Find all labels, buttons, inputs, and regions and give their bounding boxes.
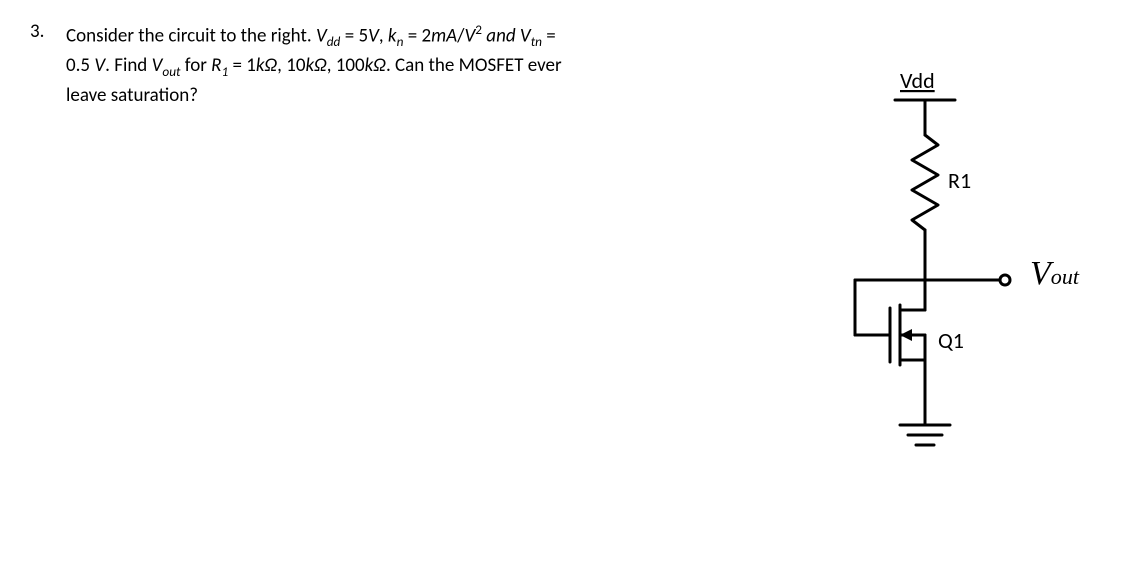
c1: , 10: [277, 54, 305, 77]
vdd-label: Vdd: [900, 67, 935, 94]
line3: leave saturation?: [66, 84, 198, 107]
vtn-v: V: [520, 24, 531, 47]
c2: , 100: [327, 54, 365, 77]
and: and: [482, 24, 520, 47]
vout-v: V: [152, 54, 163, 77]
eq2: = 2: [403, 24, 431, 47]
mosfet-arrow: [900, 329, 912, 341]
kn-k: k: [388, 24, 397, 47]
vout-v-sym: V: [1030, 255, 1051, 292]
ma: mA: [431, 24, 457, 47]
for: for: [181, 54, 212, 77]
r1-label: R1: [948, 167, 971, 194]
circuit-diagram: Vdd R1 Q1: [800, 60, 1060, 490]
comma1: ,: [379, 24, 388, 47]
sq: 2: [475, 21, 482, 38]
vout-sub-sym: out: [1051, 264, 1079, 289]
kohm2: kΩ: [305, 54, 326, 77]
v-unit: V: [94, 54, 105, 77]
line2-val: 0.5: [66, 54, 94, 77]
unit-v1: V: [368, 24, 379, 47]
q1-label: Q1: [938, 327, 964, 354]
find: . Find: [105, 54, 151, 77]
eq3: =: [542, 24, 556, 47]
resistor-r1: [912, 135, 938, 230]
vout-sub: out: [162, 63, 180, 80]
eq1: = 5: [340, 24, 368, 47]
vout-terminal: [1000, 275, 1010, 285]
vdd-sub: dd: [327, 33, 341, 50]
vout-output-label: Vout: [1030, 255, 1079, 293]
q: . Can the MOSFET ever: [386, 54, 562, 77]
problem-text: Consider the circuit to the right. Vdd =…: [66, 20, 562, 110]
r1-r: R: [211, 54, 221, 77]
problem-number: 3.: [30, 20, 66, 43]
vtn-sub: tn: [531, 33, 542, 50]
text-prefix: Consider the circuit to the right.: [66, 24, 316, 47]
v2: V: [464, 24, 475, 47]
kohm3: kΩ: [365, 54, 386, 77]
kohm1: kΩ: [256, 54, 277, 77]
eq4: = 1: [228, 54, 256, 77]
vdd-v: V: [316, 24, 327, 47]
